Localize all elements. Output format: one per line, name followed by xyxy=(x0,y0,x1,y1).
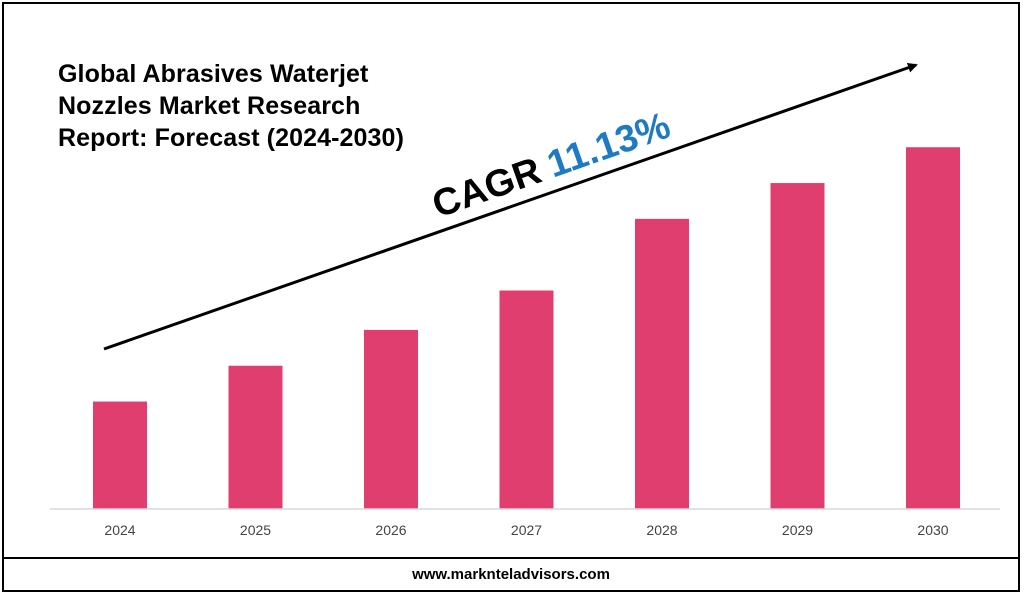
x-tick-label-2029: 2029 xyxy=(782,522,813,538)
bar-2026 xyxy=(364,329,418,509)
chart-title-line-1: Global Abrasives Waterjet xyxy=(58,60,369,88)
bars-group xyxy=(93,147,960,509)
bar-2024 xyxy=(93,401,147,509)
x-tick-labels: 2024 2025 2026 2027 2028 2029 2030 xyxy=(104,522,948,538)
chart-title-line-2: Nozzles Market Research xyxy=(58,92,361,120)
bar-chart: 2024 2025 2026 2027 2028 2029 2030 CAGR11.13% xyxy=(50,62,1000,538)
growth-trend-arrow xyxy=(103,62,918,351)
bar-2030 xyxy=(906,147,960,509)
x-tick-label-2027: 2027 xyxy=(511,522,542,538)
x-tick-label-2028: 2028 xyxy=(646,522,677,538)
footer: www.marknteladvisors.com xyxy=(4,557,1018,590)
x-tick-label-2024: 2024 xyxy=(104,522,135,538)
x-tick-label-2030: 2030 xyxy=(917,522,948,538)
x-tick-label-2025: 2025 xyxy=(240,522,271,538)
x-tick-label-2026: 2026 xyxy=(375,522,406,538)
bar-2025 xyxy=(228,365,283,509)
cagr-annotation: CAGR11.13% xyxy=(427,105,676,227)
bar-2029 xyxy=(770,183,825,509)
bar-2028 xyxy=(635,218,689,509)
website-link[interactable]: www.marknteladvisors.com xyxy=(412,566,610,583)
chart-title-line-3: Report: Forecast (2024-2030) xyxy=(58,124,404,152)
bar-2027 xyxy=(499,290,554,509)
chart-title: Global Abrasives Waterjet Nozzles Market… xyxy=(58,58,458,154)
